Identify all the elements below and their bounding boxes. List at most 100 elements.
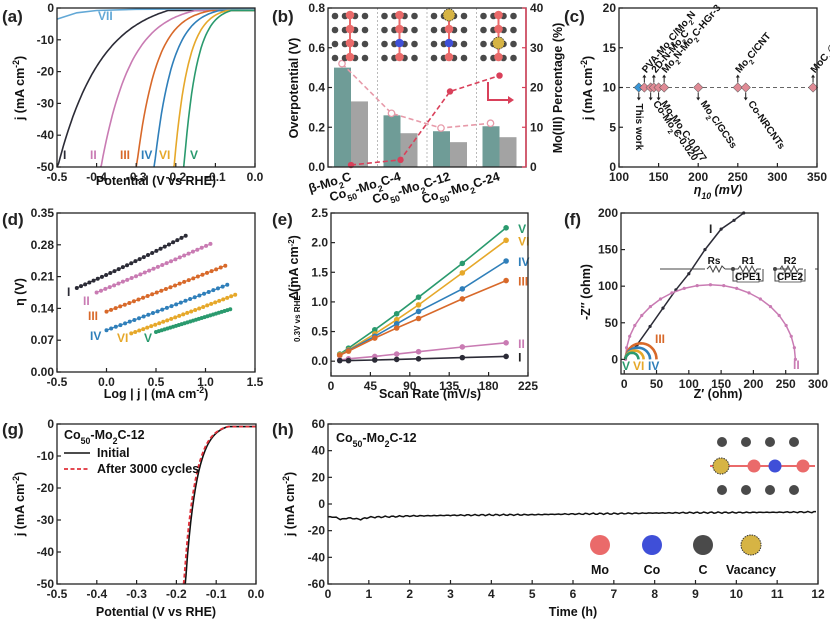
tafel-point <box>164 305 169 310</box>
tafel-point <box>109 326 114 331</box>
c-atom <box>381 40 388 48</box>
y-tick-label: 0.8 <box>308 1 325 15</box>
series-label-I: I <box>518 350 521 364</box>
tafel-point <box>175 238 180 243</box>
tafel-point <box>166 242 171 247</box>
c-atom <box>381 12 388 20</box>
data-point <box>393 321 400 327</box>
tafel-point <box>98 288 103 293</box>
crystal-structure-inset <box>710 437 815 495</box>
x-tick-label: 90 <box>403 379 417 393</box>
mo-atom <box>494 24 503 34</box>
line-IV <box>339 260 507 357</box>
tafel-point <box>173 283 178 288</box>
tafel-point <box>134 274 139 279</box>
series-label-V: V <box>144 331 152 345</box>
co-atom <box>444 38 454 48</box>
tafel-point <box>116 267 121 272</box>
c-atom <box>361 54 369 62</box>
legend-atom-vacancy-icon <box>740 534 762 556</box>
data-point <box>415 356 422 362</box>
nyquist-point <box>758 297 762 301</box>
tafel-point <box>208 241 213 246</box>
category-label: Co50-Mo2C-12 <box>371 169 453 210</box>
cpe2-box <box>778 272 802 283</box>
tafel-point <box>122 302 127 307</box>
bar-teal <box>482 126 500 167</box>
bar-teal <box>334 67 351 167</box>
tafel-point <box>104 309 109 314</box>
y-tick-label: 15 <box>603 41 617 55</box>
data-point <box>415 294 422 300</box>
x-tick-label: 250 <box>728 170 748 184</box>
tafel-point <box>182 279 187 284</box>
nyquist-point <box>661 306 665 310</box>
y-tick-label: 0.6 <box>308 41 325 55</box>
crystal-structure-inset <box>381 10 418 62</box>
legend-atom-mo-icon <box>590 535 610 555</box>
x-axis-title: Potential (V vs RHE) <box>96 174 216 188</box>
legend-atom-c-icon <box>693 535 713 555</box>
x-tick-label: -0.1 <box>205 170 226 184</box>
x-tick-label: -0.3 <box>126 587 147 601</box>
c-atom <box>460 54 468 62</box>
series-label-VI: VI <box>159 148 170 162</box>
y-axis-title: j (mA cm-2) <box>11 472 27 537</box>
x-tick-label: 0 <box>621 377 628 391</box>
y-tick-label: 50 <box>605 316 619 330</box>
tafel-point <box>118 323 123 328</box>
c-atom <box>741 485 751 495</box>
vacancy-site <box>442 8 456 22</box>
tafel-point <box>141 314 146 319</box>
series-label-II: II <box>518 337 525 351</box>
c-atom <box>381 26 388 34</box>
panel-a: (a) -0.5 -0.4 -0.3 -0.2 -0.1 0.0 0 -10 -20 -30 -40 -… <box>2 1 264 188</box>
tafel-point <box>168 285 173 290</box>
nyquist-point <box>777 313 781 318</box>
tafel-point <box>193 307 198 312</box>
tafel-point <box>95 276 100 281</box>
arrow-head-icon <box>642 74 647 78</box>
x-tick-label: 7 <box>610 587 617 601</box>
tafel-point <box>149 324 154 329</box>
panel-label: (h) <box>272 420 294 439</box>
x-tick-label: 0.0 <box>248 587 265 601</box>
tafel-point <box>103 286 108 291</box>
mo3-point <box>446 88 454 95</box>
c-atom <box>430 12 438 20</box>
y2-tick-label: 30 <box>530 41 544 55</box>
right-axis-arrow-icon <box>487 82 508 101</box>
tafel-point <box>213 300 218 305</box>
y-tick-label: 1.0 <box>311 295 328 309</box>
series-label-V: V <box>622 359 630 373</box>
tafel-point <box>146 253 151 258</box>
tafel-point <box>113 306 118 311</box>
tafel-point <box>132 317 137 322</box>
c-atom <box>510 40 517 48</box>
series-label-VI: VI <box>633 359 644 373</box>
y-axis-title: Δ j <box>287 284 301 300</box>
y-tick-label: -10 <box>37 33 55 47</box>
mo-atom <box>494 10 503 20</box>
tafel-point <box>142 270 147 275</box>
tafel-point <box>151 266 156 271</box>
tafel-point <box>192 295 197 300</box>
tafel-point <box>233 292 238 297</box>
data-point <box>415 348 422 355</box>
series-label-V: V <box>518 222 526 236</box>
tafel-point <box>183 298 188 303</box>
arrow-head-icon <box>743 97 748 101</box>
nyquist-point <box>670 291 674 295</box>
data-point <box>459 344 466 350</box>
tafel-point <box>218 265 223 270</box>
y-tick-label: -40 <box>308 550 326 564</box>
tafel-point <box>153 322 158 327</box>
open-circle-point <box>437 124 445 132</box>
y-tick-label: 2.5 <box>311 206 328 220</box>
tafel-point <box>162 244 167 249</box>
tafel-point <box>157 321 162 326</box>
legend-atom-label: C <box>698 563 707 577</box>
tafel-point <box>217 298 222 303</box>
c-atom <box>510 26 517 34</box>
mo-atom <box>395 52 404 62</box>
